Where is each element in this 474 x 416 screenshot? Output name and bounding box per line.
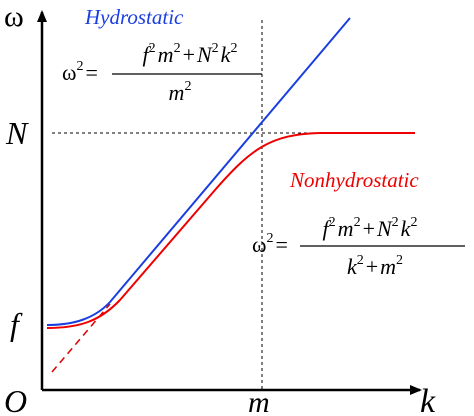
formula-symbol: = bbox=[85, 60, 97, 85]
formula-symbol: k bbox=[221, 42, 232, 67]
nonhydrostatic-curve bbox=[46, 132, 415, 329]
formula-symbol: m bbox=[338, 216, 354, 241]
formula-symbol: f bbox=[323, 216, 332, 241]
formula-denominator: k2​+m2​ bbox=[347, 253, 403, 279]
formula-symbol: N bbox=[196, 42, 213, 67]
superscript: 2 bbox=[149, 41, 156, 56]
formula-numerator: f2​m2​+N2​k2​ bbox=[323, 215, 418, 241]
superscript: 2 bbox=[76, 59, 83, 74]
formula-lhs: ω2​= bbox=[62, 59, 98, 85]
formula-symbol: + bbox=[183, 42, 195, 67]
y-label: ω bbox=[4, 0, 24, 33]
formula-symbol: + bbox=[366, 254, 378, 279]
formula-lhs: ω2​= bbox=[252, 231, 288, 257]
superscript: 2 bbox=[354, 215, 361, 230]
hydrostatic-title: Hydrostatic bbox=[84, 5, 184, 29]
superscript: 2 bbox=[230, 41, 237, 56]
superscript: 2 bbox=[357, 253, 364, 268]
asymptote bbox=[51, 303, 111, 373]
formula-denominator: m2​ bbox=[169, 79, 192, 105]
superscript: 2 bbox=[266, 231, 273, 246]
m-label: m bbox=[248, 386, 270, 416]
formula-symbol: ω bbox=[252, 232, 266, 257]
origin-label: O bbox=[4, 383, 27, 416]
superscript: 2 bbox=[329, 215, 336, 230]
f-label: f bbox=[10, 306, 23, 342]
hydrostatic-curve bbox=[46, 17, 351, 326]
n-label: N bbox=[5, 115, 29, 151]
formula-symbol: = bbox=[275, 232, 287, 257]
formula-symbol: m bbox=[169, 80, 185, 105]
superscript: 2 bbox=[184, 79, 191, 94]
formula-symbol: N bbox=[376, 216, 393, 241]
formula-symbol: m bbox=[158, 42, 174, 67]
formula-symbol: m bbox=[380, 254, 396, 279]
formula-symbol: k bbox=[347, 254, 358, 279]
formula-symbol: + bbox=[363, 216, 375, 241]
superscript: 2 bbox=[396, 253, 403, 268]
formula-symbol: k bbox=[401, 216, 412, 241]
superscript: 2 bbox=[212, 41, 219, 56]
formula-symbol: f bbox=[143, 42, 152, 67]
x-label: k bbox=[420, 383, 436, 416]
formula-numerator: f2​m2​+N2​k2​ bbox=[143, 41, 238, 67]
nonhydrostatic-title: Nonhydrostatic bbox=[289, 168, 419, 192]
formula-symbol: ω bbox=[62, 60, 76, 85]
superscript: 2 bbox=[410, 215, 417, 230]
superscript: 2 bbox=[392, 215, 399, 230]
superscript: 2 bbox=[174, 41, 181, 56]
